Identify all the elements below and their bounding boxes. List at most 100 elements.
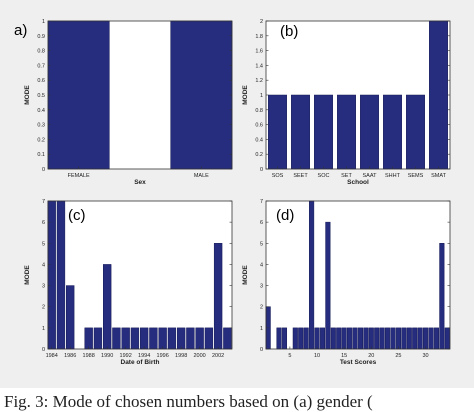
bar (176, 327, 186, 350)
y-tick-label: 0 (42, 347, 45, 353)
x-tick-label-smat: SMAT (431, 173, 447, 179)
plot-area (48, 201, 232, 349)
y-tick-label: 0.5 (37, 93, 45, 99)
y-tick-label: 4 (260, 262, 263, 268)
bar (195, 327, 204, 350)
y-tick-label: 5 (42, 241, 45, 247)
bar (330, 327, 336, 350)
bar (103, 264, 112, 350)
x-tick-label-male: MALE (194, 173, 209, 179)
chart-panel-b: 0 0.2 0.4 0.6 0.8 1 1.2 1.4 1.6 1.8 2 SOS SEET SOC SET… (242, 19, 451, 186)
y-tick-label: 1.6 (255, 49, 263, 55)
bar (298, 327, 304, 350)
bar (363, 327, 369, 350)
x-axis-label: Date of Birth (121, 359, 160, 366)
y-tick-label: 0.1 (37, 152, 45, 158)
bar (158, 327, 167, 350)
x-tick-label-sems: SEMS (408, 173, 424, 179)
x-axis-label: School (347, 179, 369, 186)
bar (352, 327, 358, 350)
bar (429, 20, 448, 170)
y-tick-label: 1 (260, 93, 263, 99)
y-tick-label: 7 (260, 199, 263, 205)
x-tick-label: 1984 (46, 353, 58, 359)
bar (325, 221, 331, 350)
bar (47, 200, 56, 350)
bar (433, 327, 439, 350)
bar (112, 327, 121, 350)
bar (428, 327, 434, 350)
bar (292, 327, 298, 350)
y-tick-label: 0 (42, 167, 45, 173)
figure-caption: Fig. 3: Mode of chosen numbers based on … (4, 392, 373, 411)
x-tick-label: 5 (288, 353, 291, 359)
bar (412, 327, 418, 350)
y-tick-label: 1 (260, 326, 263, 332)
bar (319, 327, 326, 350)
chart-panel-d: 0 1 2 3 4 5 6 7 5 10 15 20 25 30 Test Scores MODE (d) (242, 199, 451, 366)
x-tick-label: 1986 (64, 353, 76, 359)
y-tick-label: 0.4 (255, 137, 263, 143)
bar (360, 94, 379, 170)
panel-label: (d) (276, 207, 294, 224)
bar (347, 327, 353, 350)
x-tick-label: 30 (423, 353, 429, 359)
y-tick-label: 0.6 (255, 123, 263, 129)
bar (149, 327, 158, 350)
bar (374, 327, 380, 350)
bar (291, 94, 310, 170)
x-tick-label-female: FEMALE (68, 173, 90, 179)
bar (444, 327, 450, 350)
bar (406, 327, 412, 350)
x-tick-label-sos: SOS (272, 173, 284, 179)
x-tick-label: 2000 (194, 353, 206, 359)
x-tick-label: 1998 (175, 353, 187, 359)
y-tick-label: 2 (260, 305, 263, 311)
bar (341, 327, 347, 350)
bar (383, 94, 402, 170)
bar (204, 327, 214, 350)
y-tick-label: 0.6 (37, 78, 45, 84)
bar (167, 327, 177, 350)
bar (423, 327, 429, 350)
bar (379, 327, 385, 350)
plot-frame (265, 200, 451, 350)
bar (56, 200, 66, 350)
panel-label: a) (14, 22, 27, 39)
y-axis-label: MODE (24, 85, 31, 105)
y-tick-label: 0.2 (37, 137, 45, 143)
bar (368, 327, 374, 350)
bar (93, 327, 103, 350)
bar (309, 200, 315, 350)
bar (336, 327, 342, 350)
x-axis-label: Test Scores (340, 359, 377, 366)
y-tick-label: 0.8 (37, 49, 45, 55)
y-axis-label: MODE (24, 265, 31, 285)
x-tick-label-set: SET (341, 173, 352, 179)
y-tick-label: 6 (260, 220, 263, 226)
y-tick-label: 2 (42, 305, 45, 311)
bar (395, 327, 401, 350)
bar (121, 327, 130, 350)
bar (417, 327, 423, 350)
y-tick-label: 2 (260, 19, 263, 25)
y-tick-label: 1 (42, 19, 45, 25)
x-tick-label: 1996 (157, 353, 169, 359)
bar (223, 327, 232, 350)
y-axis-label: MODE (242, 85, 249, 105)
bar (170, 20, 233, 170)
panel-label: (b) (280, 23, 298, 40)
bar (314, 94, 333, 170)
bar (276, 327, 282, 350)
x-tick-label-saat: SAAT (363, 173, 378, 179)
x-tick-label: 20 (368, 353, 374, 359)
x-tick-label: 1992 (120, 353, 132, 359)
x-tick-label: 1994 (138, 353, 150, 359)
y-tick-label: 6 (42, 220, 45, 226)
x-tick-label-seet: SEET (293, 173, 308, 179)
bar (281, 327, 288, 350)
x-tick-label: 1988 (83, 353, 95, 359)
y-tick-label: 1 (42, 326, 45, 332)
y-tick-label: 4 (42, 262, 45, 268)
bar (186, 327, 195, 350)
